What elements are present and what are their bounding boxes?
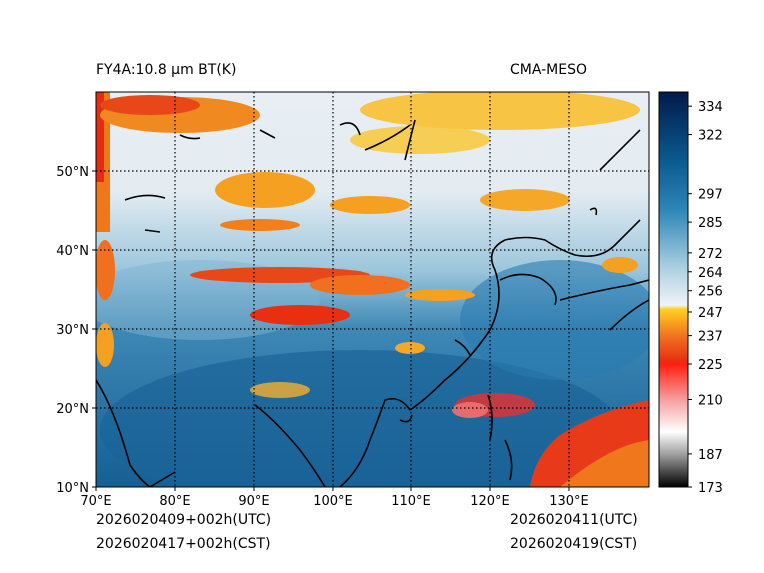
lon-tick-label: 130°E (549, 494, 589, 509)
product-title: FY4A:10.8 µm BT(K) (96, 62, 237, 78)
colorbar-ticks: 334 322 297 285 272 264 256 247 237 225 210 187 173 (688, 100, 723, 496)
lat-tick-label: 40°N (56, 244, 89, 259)
lon-tick-label: 90°E (238, 494, 269, 509)
lat-tick-label: 30°N (56, 323, 89, 338)
colorbar (658, 91, 689, 488)
init-time-cst: 2026020417+002h(CST) (96, 536, 271, 552)
colorbar-tick-label: 272 (698, 247, 723, 262)
graticule (96, 92, 649, 487)
colorbar-tick-label: 256 (698, 285, 723, 300)
map-frame (95, 91, 650, 488)
colorbar-tick-label: 334 (698, 100, 723, 115)
model-title: CMA-MESO (510, 62, 588, 78)
valid-time-cst: 2026020419(CST) (510, 536, 638, 552)
lon-tick-label: 80°E (159, 494, 190, 509)
lon-tick-label: 110°E (391, 494, 431, 509)
colorbar-tick-label: 237 (698, 330, 723, 345)
lon-tick-label: 120°E (470, 494, 510, 509)
valid-time-utc: 2026020411(UTC) (510, 512, 638, 528)
lon-tick-label: 100°E (313, 494, 353, 509)
colorbar-tick-label: 285 (698, 216, 723, 231)
coastlines (96, 119, 649, 487)
colorbar-tick-label: 187 (698, 448, 723, 463)
colorbar-tick-label: 210 (698, 393, 723, 408)
colorbar-tick-label: 173 (698, 481, 723, 496)
colorbar-tick-label: 264 (698, 266, 723, 281)
axis-ticks (92, 170, 570, 491)
lat-tick-label: 10°N (56, 481, 89, 496)
colorbar-tick-label: 297 (698, 188, 723, 203)
colorbar-tick-label: 322 (698, 129, 723, 144)
colorbar-tick-label: 247 (698, 306, 723, 321)
colorbar-tick-label: 225 (698, 358, 723, 373)
lat-tick-label: 50°N (56, 165, 89, 180)
init-time-utc: 2026020409+002h(UTC) (96, 512, 272, 528)
lat-tick-label: 20°N (56, 402, 89, 417)
lon-tick-label: 70°E (80, 494, 111, 509)
brightness-temperature-field (96, 92, 649, 487)
